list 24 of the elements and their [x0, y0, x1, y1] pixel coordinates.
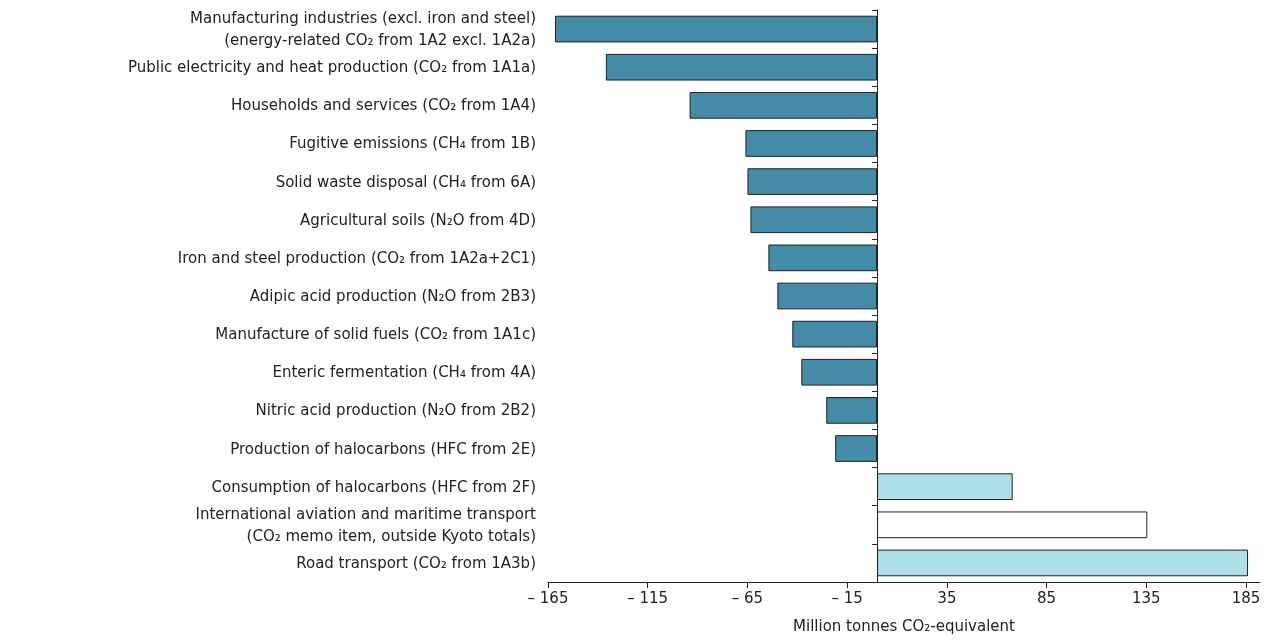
y-tick-label: Solid waste disposal (CH₄ from 6A) [275, 172, 536, 191]
y-tick-label: Enteric fermentation (CH₄ from 4A) [272, 363, 536, 382]
y-tick-label: Road transport (CO₂ from 1A3b) [296, 553, 536, 572]
y-tick-label: Nitric acid production (N₂O from 2B2) [255, 401, 536, 420]
y-tick-label: Adipic acid production (N₂O from 2B3) [249, 287, 536, 305]
y-tick-label: Production of halocarbons (HFC from 2E) [230, 439, 536, 458]
y-tick-label: Public electricity and heat production (CO₂ from 1A1a) [127, 58, 536, 77]
x-tick-label: 135 [1132, 588, 1161, 607]
x-tick-label: – 15 [831, 588, 863, 607]
x-tick-label: – 115 [627, 588, 669, 607]
x-tick-label: 85 [1037, 588, 1057, 607]
y-tick-label: Households and services (CO₂ from 1A4) [230, 96, 536, 115]
x-tick-label: – 165 [527, 588, 569, 607]
y-tick-label: Fugitive emissions (CH₄ from 1B) [289, 134, 536, 153]
x-tick-label: – 65 [731, 588, 764, 607]
x-tick-label: 35 [937, 588, 957, 607]
y-tick-label: Manufacturing industries (excl. iron and steel) (energy-related CO₂ from 1A2 excl. 1A2a) [190, 9, 536, 50]
y-tick-label: Agricultural soils (N₂O from 4D) [300, 210, 536, 229]
y-tick-label: Consumption of halocarbons (HFC from 2F) [211, 477, 536, 496]
y-tick-label: Iron and steel production (CO₂ from 1A2a+2C1) [177, 248, 536, 267]
y-tick-label: International aviation and maritime transport (CO₂ memo item, outside Kyoto totals) [195, 504, 537, 545]
x-tick-label: 185 [1231, 588, 1261, 607]
y-tick-label: Manufacture of solid fuels (CO₂ from 1A1c) [215, 325, 536, 344]
x-axis-title: Million tonnes CO₂-equivalent [793, 616, 1016, 635]
